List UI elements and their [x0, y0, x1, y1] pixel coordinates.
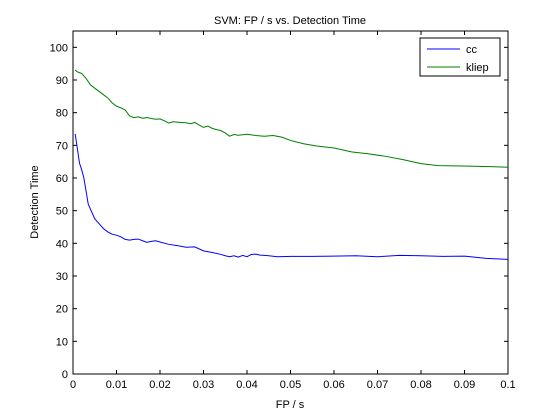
y-axis-label: Detection Time	[29, 165, 41, 238]
y-tick-label: 60	[56, 173, 68, 185]
legend-label-cc: cc	[466, 44, 478, 56]
x-tick-label: 0.07	[367, 379, 388, 391]
x-tick-label: 0.01	[106, 379, 127, 391]
y-tick-label: 90	[56, 75, 68, 87]
y-tick-label: 80	[56, 108, 68, 120]
x-tick-label: 0.08	[410, 379, 431, 391]
y-tick-label: 0	[62, 369, 68, 381]
x-tick-label: 0	[70, 379, 76, 391]
legend: cc kliep	[419, 37, 501, 77]
plot-area	[72, 30, 509, 375]
y-tick-label: 20	[56, 304, 68, 316]
chart-title: SVM: FP / s vs. Detection Time	[214, 15, 366, 27]
x-tick-label: 0.09	[454, 379, 475, 391]
ticks-layer: 0 0.01 0.02 0.03 0.04 0.05 0.06 0.07 0.08 0.09 0.1…	[50, 31, 516, 391]
x-tick-label: 0.03	[193, 379, 214, 391]
legend-box	[419, 37, 501, 77]
series-line-kliep	[74, 69, 509, 168]
y-tick-label: 40	[56, 238, 68, 250]
y-tick-label: 70	[56, 140, 68, 152]
x-axis-label: FP / s	[276, 399, 305, 411]
x-tick-label: 0.02	[149, 379, 170, 391]
x-tick-label: 0.1	[500, 379, 515, 391]
series-line-cc	[74, 133, 509, 260]
y-tick-label: 10	[56, 336, 68, 348]
y-tick-label: 100	[50, 42, 68, 54]
x-tick-label: 0.06	[323, 379, 344, 391]
x-tick-label: 0.05	[280, 379, 301, 391]
series-layer	[74, 69, 509, 260]
y-tick-label: 50	[56, 206, 68, 218]
x-tick-label: 0.04	[236, 379, 257, 391]
y-tick-label: 30	[56, 271, 68, 283]
legend-label-kliep: kliep	[466, 62, 489, 74]
